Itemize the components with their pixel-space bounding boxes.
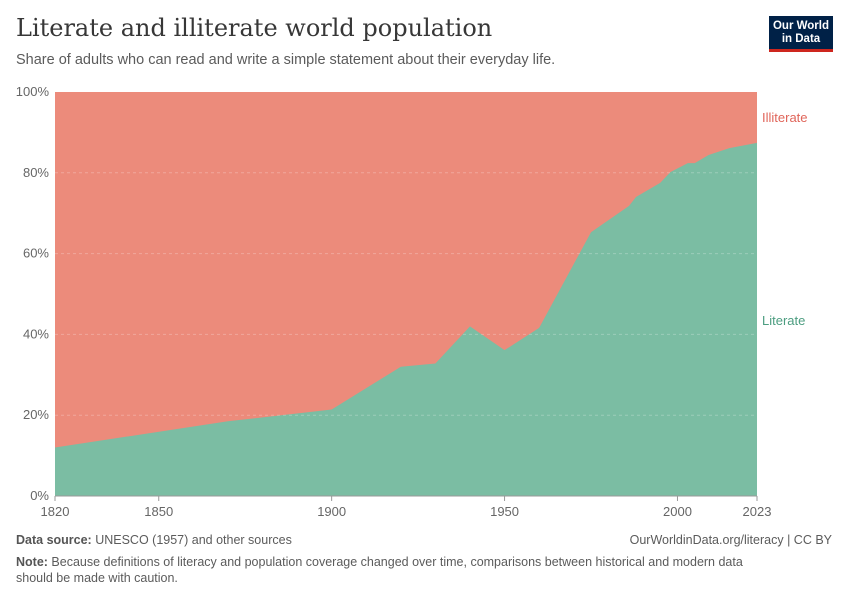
- y-tick-label: 60%: [23, 246, 49, 261]
- y-tick-label: 0%: [30, 488, 49, 503]
- owid-logo[interactable]: Our World in Data: [769, 16, 833, 52]
- note-label: Note:: [16, 555, 48, 569]
- literate-area: [55, 142, 757, 497]
- note-text: Because definitions of literacy and popu…: [16, 555, 743, 585]
- source-url[interactable]: OurWorldinData.org/literacy | CC BY: [629, 533, 832, 547]
- x-tick-label: 1900: [317, 504, 346, 519]
- chart-subtitle: Share of adults who can read and write a…: [16, 52, 556, 68]
- x-tick-label: 1950: [490, 504, 519, 519]
- y-tick-label: 100%: [16, 84, 50, 99]
- x-tick-label: 1820: [41, 504, 70, 519]
- legend-literate: Literate: [762, 313, 805, 328]
- x-tick-label: 1850: [144, 504, 173, 519]
- note: Note: Because definitions of literacy an…: [16, 554, 776, 586]
- legend-illiterate: Illiterate: [762, 110, 808, 125]
- data-source-text: UNESCO (1957) and other sources: [91, 533, 292, 547]
- x-tick-label: 2023: [743, 504, 772, 519]
- chart-title: Literate and illiterate world population: [16, 14, 493, 42]
- y-tick-label: 40%: [23, 326, 49, 341]
- data-source-label: Data source:: [16, 533, 92, 547]
- y-tick-label: 80%: [23, 165, 49, 180]
- data-source: Data source: UNESCO (1957) and other sou…: [16, 533, 292, 547]
- y-tick-label: 20%: [23, 407, 49, 422]
- x-tick-label: 2000: [663, 504, 692, 519]
